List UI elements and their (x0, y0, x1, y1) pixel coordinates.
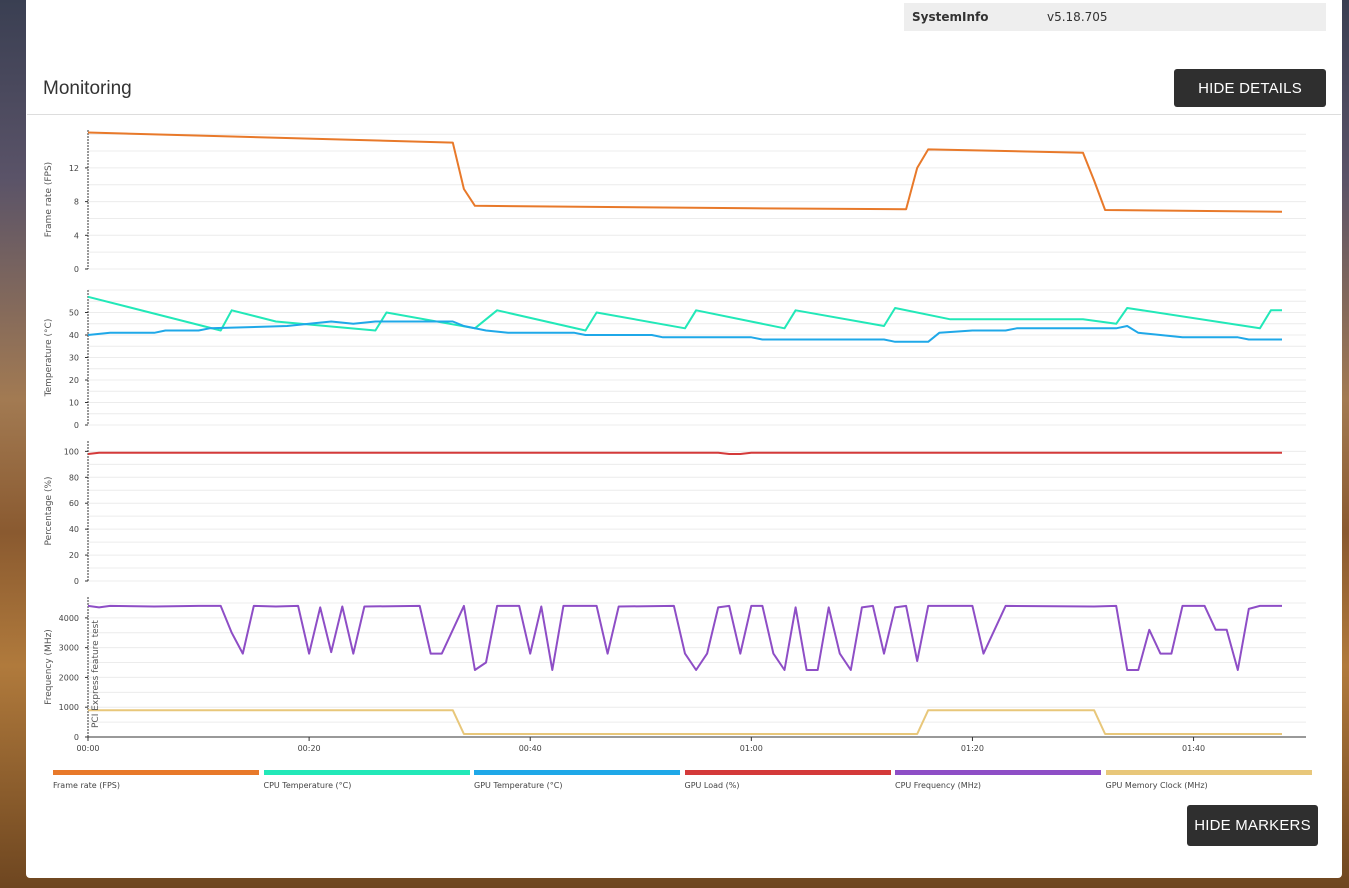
legend-swatch (263, 770, 470, 775)
y-tick-label: 20 (69, 376, 79, 385)
series-line (88, 709, 1282, 735)
y-tick-label: 4 (74, 231, 79, 240)
legend-item[interactable]: CPU Temperature (°C) (263, 770, 470, 790)
y-tick-label: 0 (74, 733, 79, 742)
y-tick-label: 0 (74, 421, 79, 430)
x-tick-label: 01:40 (1182, 744, 1205, 753)
system-info-key: SystemInfo (912, 10, 989, 24)
legend-label: GPU Load (%) (684, 781, 740, 790)
y-tick-label: 40 (69, 331, 79, 340)
legend-swatch (1105, 770, 1312, 775)
x-tick-label: 00:40 (519, 744, 542, 753)
system-info-row: SystemInfo v5.18.705 (904, 3, 1326, 31)
system-info-value: v5.18.705 (1047, 10, 1108, 24)
y-tick-label: 0 (74, 577, 79, 586)
x-tick-label: 01:20 (961, 744, 984, 753)
legend-item[interactable]: GPU Temperature (°C) (474, 770, 680, 790)
y-tick-label: 10 (69, 399, 79, 408)
marker-label: PCI Express feature test (91, 620, 101, 728)
legend-label: GPU Temperature (°C) (474, 781, 563, 790)
legend-swatch (53, 770, 259, 775)
y-tick-label: 20 (69, 551, 79, 560)
y-tick-label: 30 (69, 354, 79, 363)
divider (27, 114, 1341, 115)
hide-details-button[interactable]: HIDE DETAILS (1174, 69, 1326, 107)
legend-swatch (474, 770, 680, 775)
legend-swatch (895, 770, 1101, 775)
y-axis-label: Temperature (°C) (44, 319, 54, 398)
y-axis-label: Percentage (%) (44, 476, 54, 545)
legend-swatch (684, 770, 891, 775)
legend-item[interactable]: CPU Frequency (MHz) (895, 770, 1101, 790)
x-tick-label: 01:00 (740, 744, 763, 753)
y-tick-label: 8 (74, 198, 79, 207)
x-tick-label: 00:20 (298, 744, 321, 753)
y-tick-label: 3000 (59, 644, 79, 653)
y-tick-label: 40 (69, 525, 79, 534)
y-tick-label: 2000 (59, 673, 79, 682)
legend-label: CPU Temperature (°C) (263, 781, 352, 790)
y-tick-label: 100 (64, 447, 79, 456)
y-tick-label: 60 (69, 499, 79, 508)
section-title: Monitoring (43, 78, 132, 99)
hide-markers-button[interactable]: HIDE MARKERS (1187, 805, 1318, 846)
legend-label: Frame rate (FPS) (53, 781, 121, 790)
legend-item[interactable]: GPU Load (%) (684, 770, 891, 790)
series-line (87, 131, 1283, 213)
y-tick-label: 50 (69, 309, 79, 318)
y-tick-label: 4000 (59, 614, 79, 623)
y-tick-label: 80 (69, 473, 79, 482)
y-axis-label: Frequency (MHz) (44, 629, 54, 705)
legend-label: GPU Memory Clock (MHz) (1105, 781, 1208, 790)
x-tick-label: 00:00 (76, 744, 99, 753)
series-line (87, 320, 1282, 343)
y-tick-label: 0 (74, 265, 79, 274)
y-tick-label: 1000 (59, 703, 79, 712)
legend-item[interactable]: Frame rate (FPS) (53, 770, 259, 790)
series-line (87, 604, 1282, 671)
legend-label: CPU Frequency (MHz) (895, 781, 982, 790)
monitoring-panel (26, 0, 1342, 878)
series-line (87, 295, 1282, 332)
y-tick-label: 12 (69, 164, 79, 173)
legend-item[interactable]: GPU Memory Clock (MHz) (1105, 770, 1312, 790)
series-line (87, 451, 1282, 455)
y-axis-label: Frame rate (FPS) (44, 162, 54, 237)
